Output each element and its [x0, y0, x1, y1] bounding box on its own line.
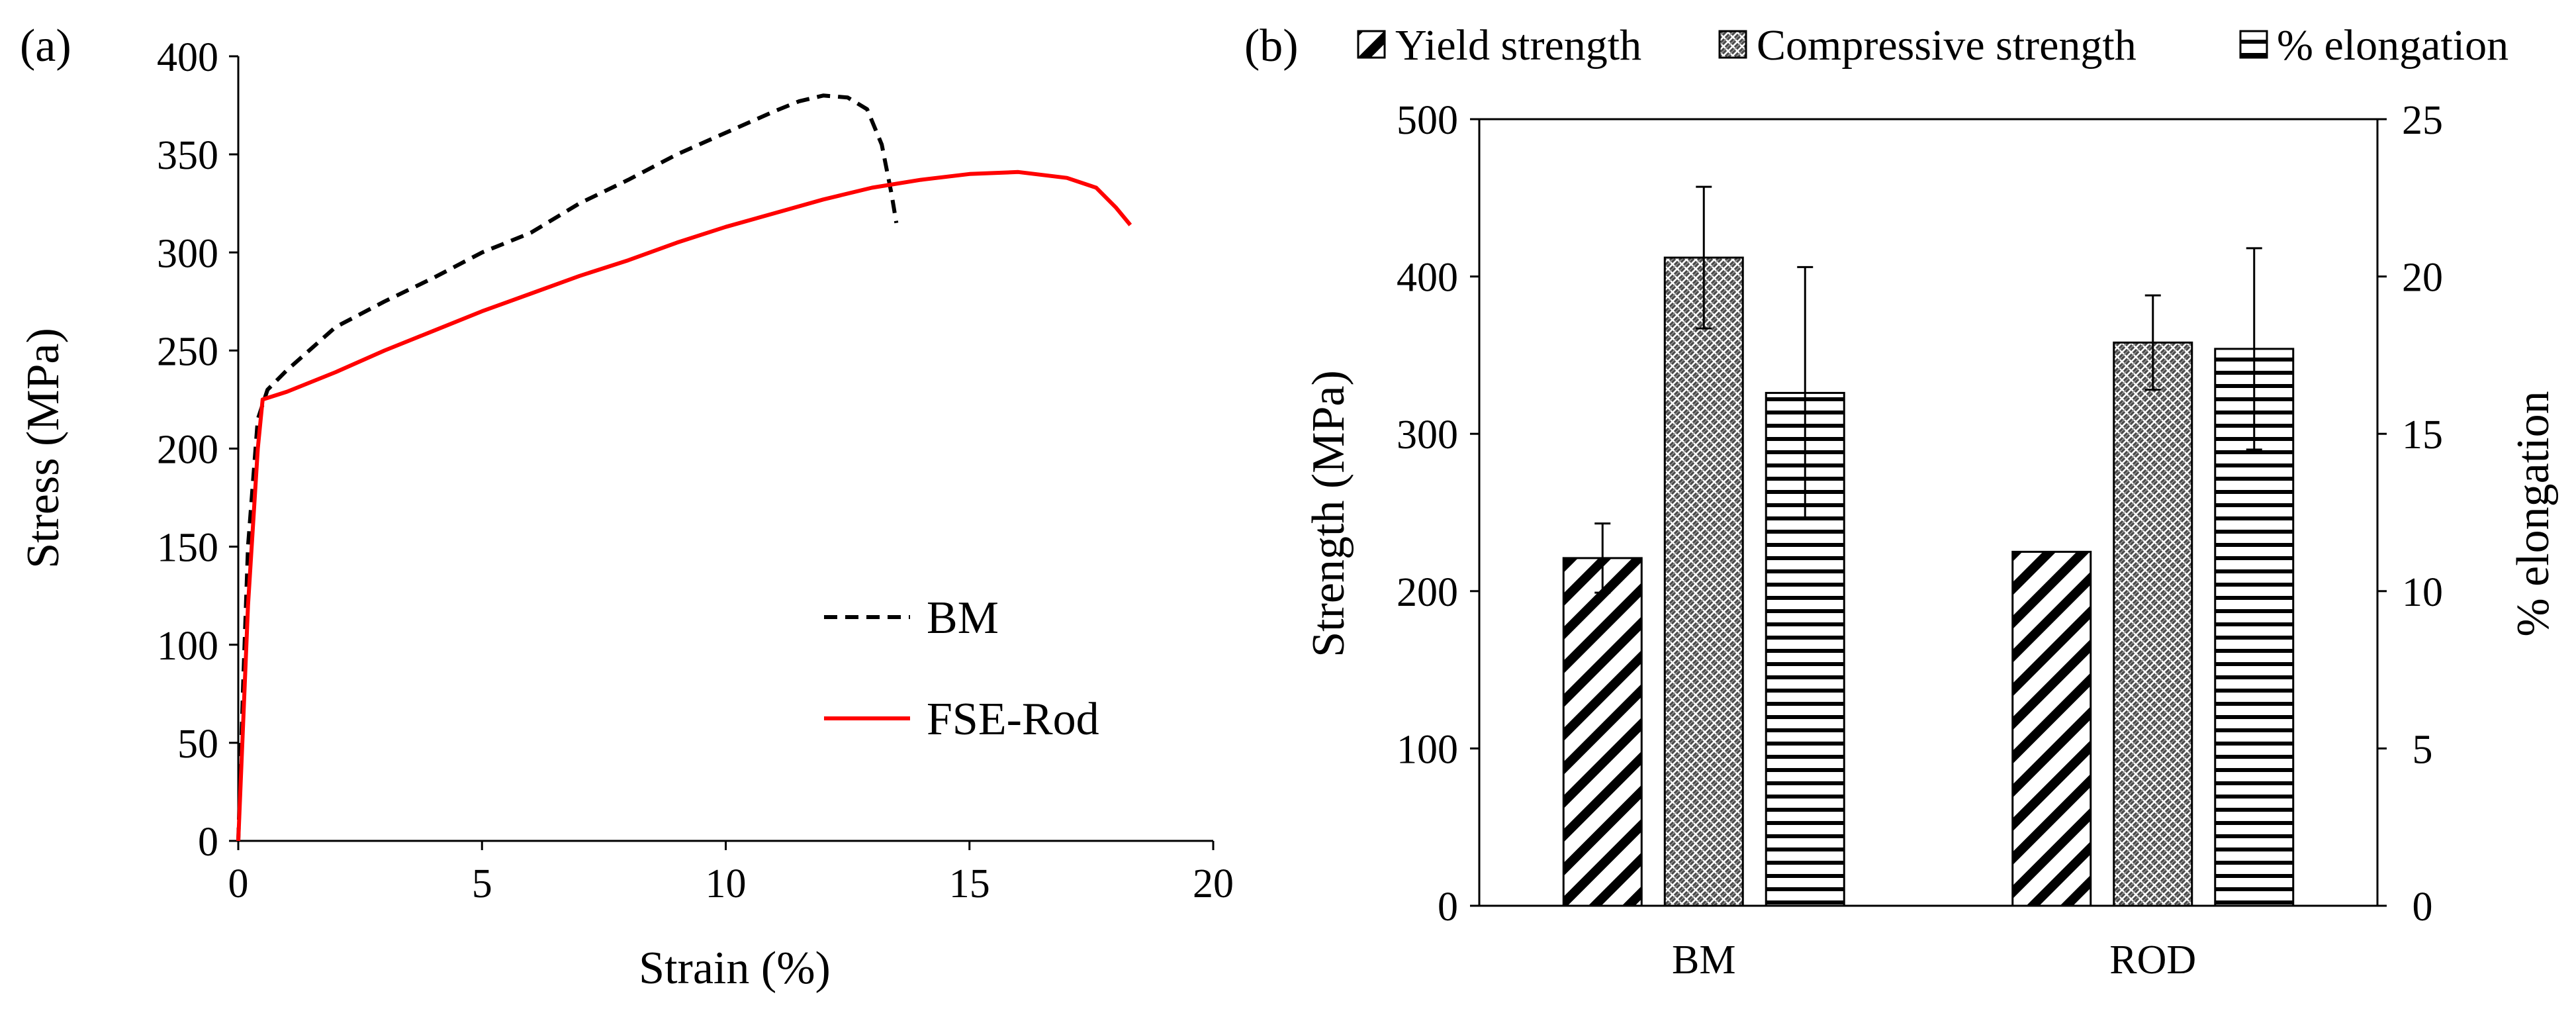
panel-a-y-tick-label: 400 — [157, 35, 218, 80]
panel-a-legend-label: BM — [927, 593, 999, 644]
panel-b-legend-label: Compressive strength — [1757, 21, 2137, 70]
panel-b-y-axis-label: Strength (MPa) — [1303, 370, 1354, 657]
panel-b-y2-axis-label: % elongation — [2508, 391, 2559, 636]
panel-b-legend-label: Yield strength — [1395, 21, 1641, 70]
panel-a-series — [236, 93, 1132, 842]
panel-b-y2-tick-label: 20 — [2402, 256, 2443, 301]
panel-a-y-tick-label: 0 — [198, 820, 218, 865]
panel-a-legend: BM FSE-Rod — [824, 593, 1099, 745]
panel-b-y2-tick-label: 25 — [2402, 98, 2443, 143]
panel-b-bar-bm-diagonal — [1562, 557, 1643, 907]
panel-a-y-tick-label: 250 — [157, 329, 218, 374]
panel-b-y-tick-label: 300 — [1397, 412, 1458, 458]
panel-a-legend-label: FSE-Rod — [927, 694, 1099, 745]
panel-a-y-axis-label: Stress (MPa) — [18, 328, 69, 569]
panel-a-y-tick-label: 300 — [157, 231, 218, 276]
panel-a-x-axis-label: Strain (%) — [639, 943, 831, 994]
panel-b-axes: 0 100 200 300 400 500 0 5 10 15 20 25 — [1397, 98, 2443, 930]
panel-b-category-label: ROD — [2109, 938, 2196, 983]
panel-a-x-tick-label: 20 — [1193, 861, 1234, 906]
panel-b-legend: Yield strength Compressive strength % elon… — [1357, 21, 2508, 70]
panel-b-y-tick-label: 400 — [1397, 256, 1458, 301]
panel-b-bar-rod-diagonal — [2011, 550, 2092, 907]
panel-a-series-line-fse-rod — [236, 170, 1132, 842]
panel-b-y-tick-label: 0 — [1438, 885, 1458, 930]
panel-b-bar-bm-crosshatch — [1663, 256, 1744, 907]
panel-b-bar-rod-crosshatch — [2113, 341, 2193, 907]
panel-a-y-tick-label: 100 — [157, 624, 218, 669]
panel-b-legend-swatch-diagonal — [1357, 30, 1386, 59]
panel-b-legend-swatch-horizontal — [2239, 30, 2268, 59]
panel-b-legend-label: % elongation — [2277, 21, 2508, 70]
panel-b-y-tick-label: 500 — [1397, 98, 1458, 143]
panel-a-y-tick-label: 150 — [157, 526, 218, 571]
panel-a-x-tick-label: 10 — [706, 861, 747, 906]
panel-b-category-label: BM — [1672, 938, 1735, 983]
panel-a-x-tick-label: 5 — [472, 861, 492, 906]
panel-b-y-tick-label: 100 — [1397, 727, 1458, 772]
panel-a-axes: 0 50 100 150 200 250 300 350 400 0 5 10 15 20 — [157, 35, 1234, 906]
panel-b-label: (b) — [1244, 21, 1299, 72]
panel-a-y-tick-label: 350 — [157, 133, 218, 178]
panel-b-y2-tick-label: 15 — [2402, 412, 2443, 458]
panel-b-y2-tick-label: 10 — [2402, 570, 2443, 615]
panel-b-y-tick-label: 200 — [1397, 570, 1458, 615]
panel-a-stress-strain: (a) 0 50 100 150 200 250 300 350 400 0 5 10 15 20 BM F… — [18, 21, 1234, 994]
panel-a-y-tick-label: 50 — [177, 722, 218, 767]
panel-b-legend-swatch-crosshatch — [1718, 30, 1747, 59]
panel-b-bars: BM ROD — [1562, 185, 2295, 983]
panel-b-strength-bars: (b) Yield strength Compressive strength % … — [1244, 21, 2559, 983]
panel-a-x-tick-label: 15 — [949, 861, 990, 906]
panel-b-y2-tick-label: 0 — [2413, 885, 2433, 930]
panel-a-label: (a) — [20, 21, 71, 72]
panel-b-y2-tick-label: 5 — [2413, 727, 2433, 772]
panel-a-x-tick-label: 0 — [228, 861, 249, 906]
panel-a-y-tick-label: 200 — [157, 428, 218, 473]
